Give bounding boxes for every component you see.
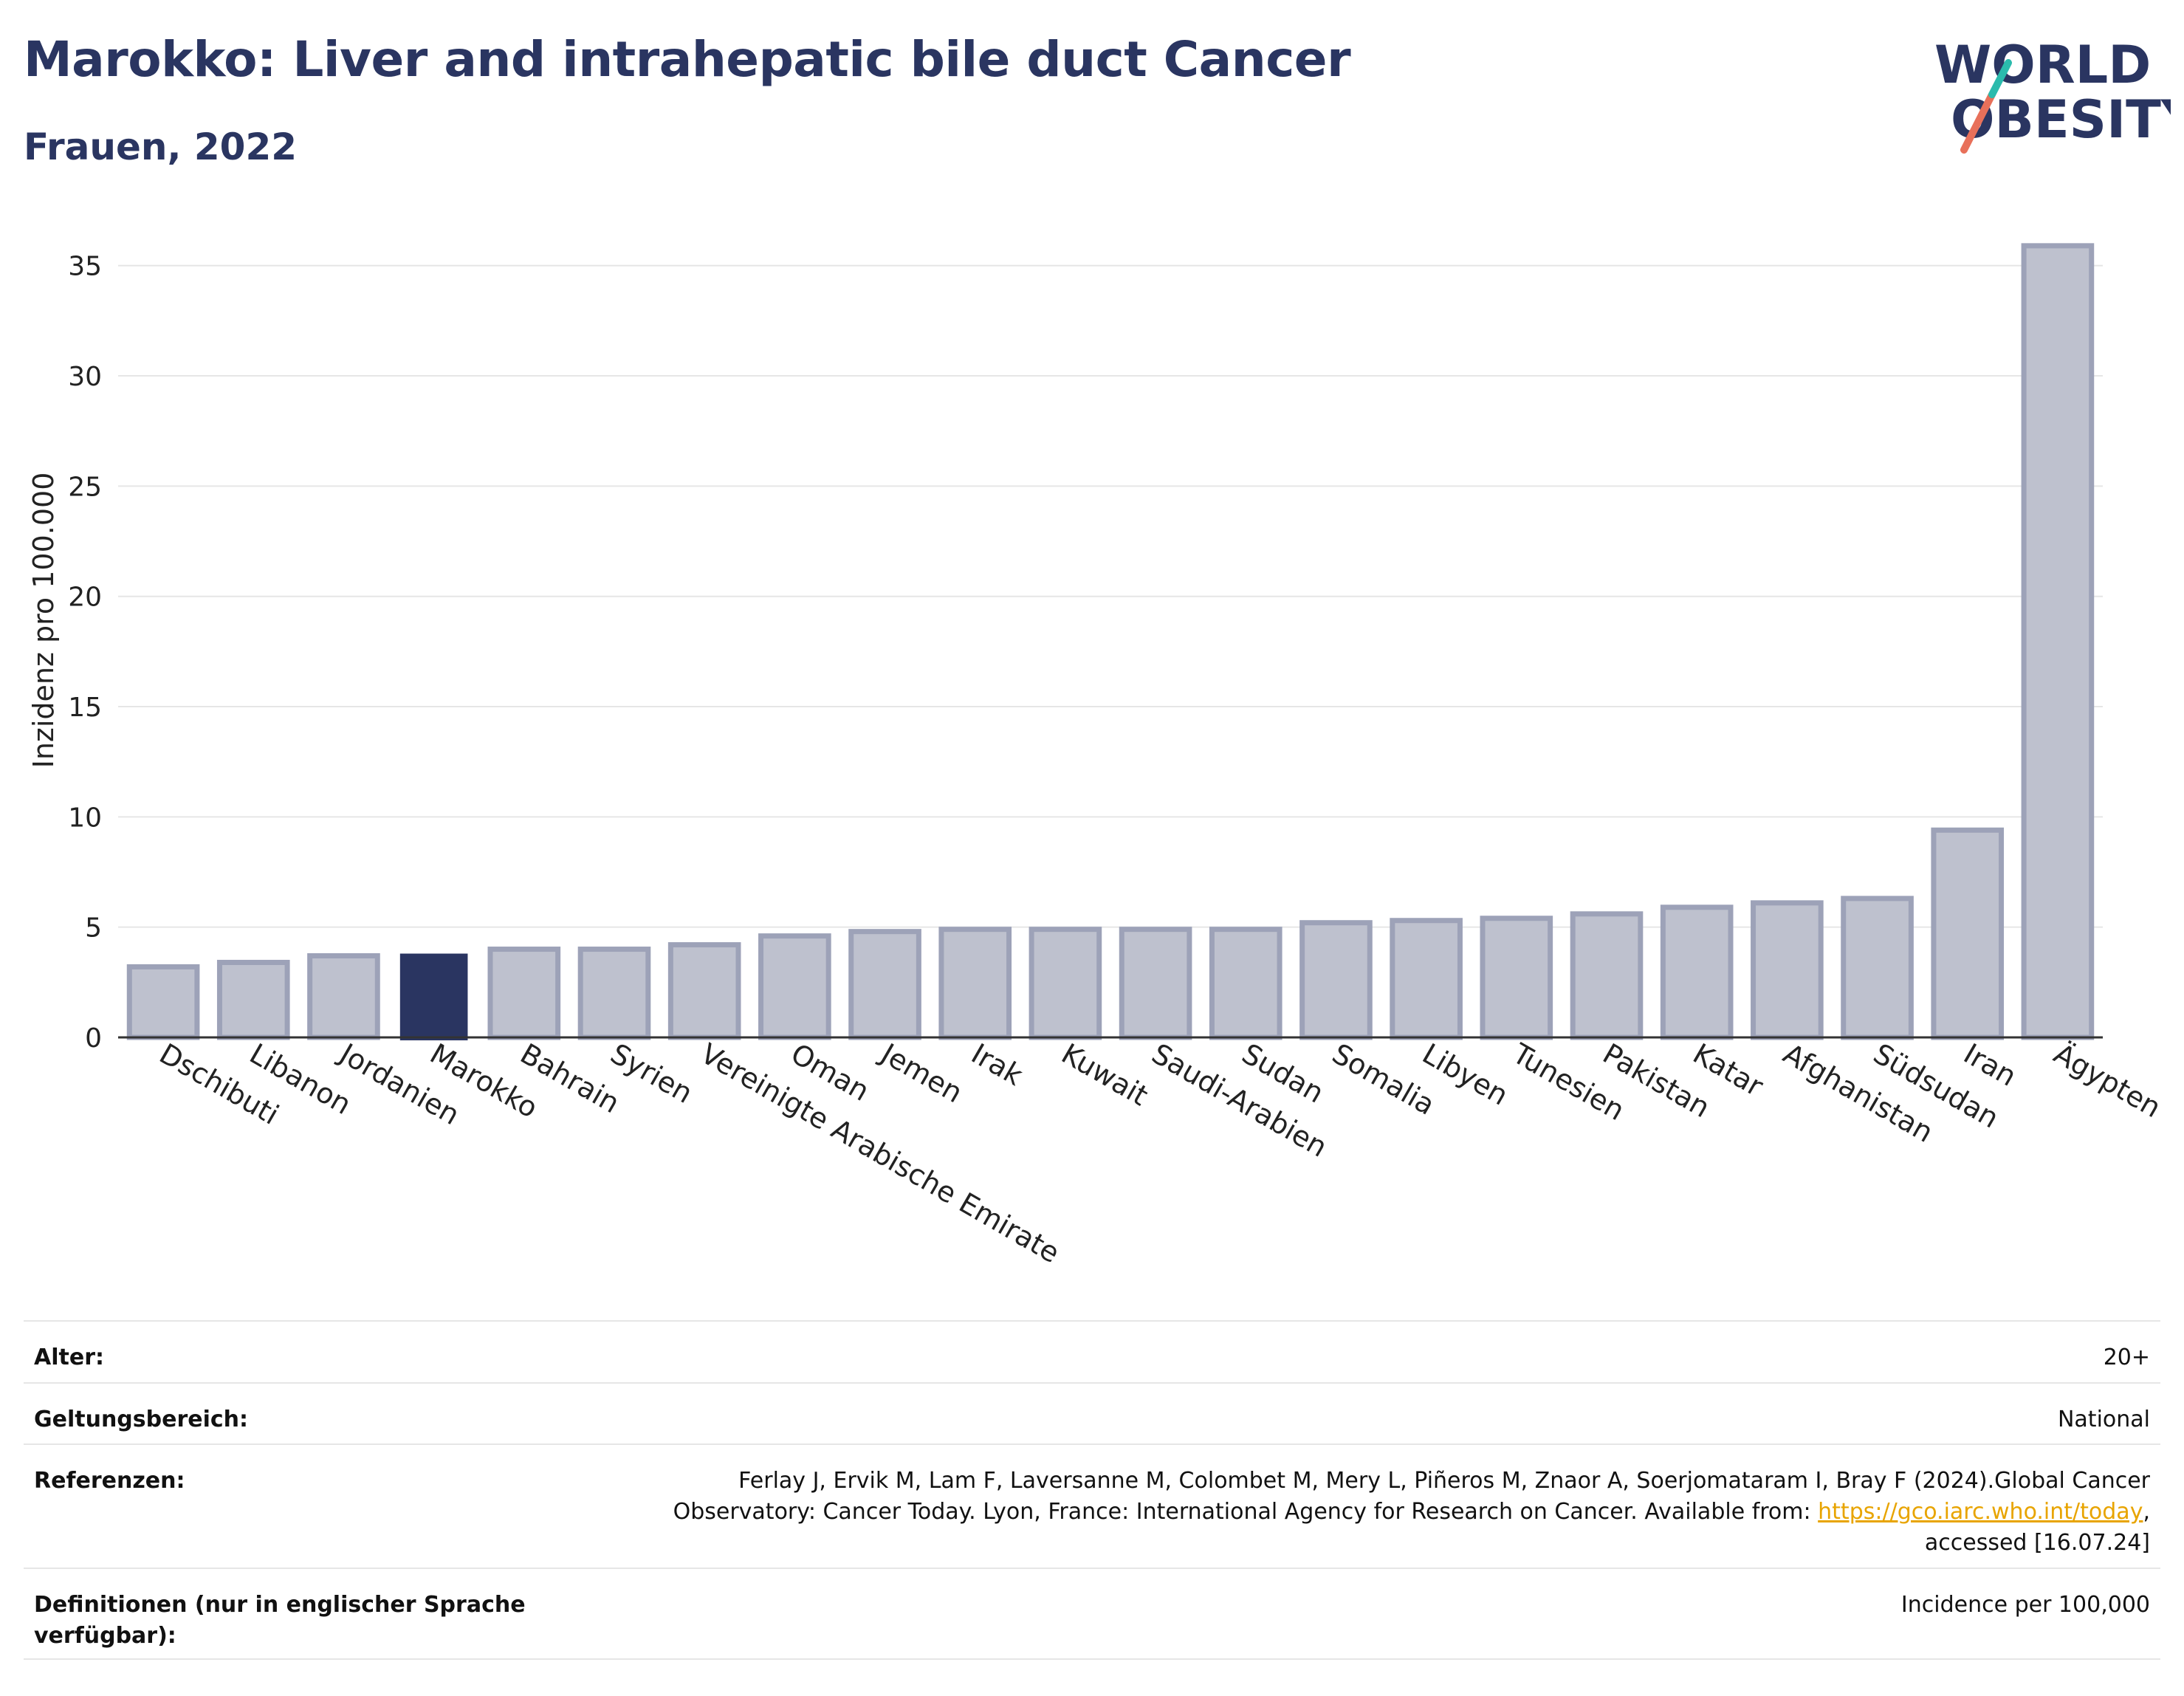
bar-syrien [577,947,651,1040]
bar-marokko [399,953,468,1040]
bar-katar [1660,904,1734,1040]
bar-somalia [1299,920,1373,1040]
bar-pakistan [1570,911,1644,1040]
y-tick-label: 25 [68,472,102,502]
reference-line-1: Ferlay J, Ervik M, Lam F, Laversanne M, … [738,1468,2150,1494]
y-axis-label: Inzidenz pro 100.000 [27,473,60,769]
meta-row-age: Alter: 20+ [24,1320,2160,1382]
metadata-table: Alter: 20+ Geltungsbereich: National Ref… [24,1320,2160,1660]
x-tick-label: Kuwait [1056,1037,1153,1113]
bar-südsudan [1841,896,1914,1040]
bar-chart: 0 5 10 15 20 25 30 35 DschibutiLibanonJordanien… [27,243,2167,1270]
bar-jordanien [307,953,380,1040]
reference-line-2-suffix: , [2143,1499,2150,1525]
bar-afghanistan [1751,900,1824,1040]
meta-row-references: Referenzen: Ferlay J, Ervik M, Lam F, La… [24,1443,2160,1568]
meta-label-age: Alter: [34,1345,104,1370]
x-tick-label: Jemen [874,1037,968,1110]
x-tick-labels: DschibutiLibanonJordanienMarokkoBahrainS… [154,1037,2167,1270]
x-tick-label: Irak [966,1037,1028,1092]
meta-row-scope: Geltungsbereich: National [24,1382,2160,1443]
reference-line-3: accessed [16.07.24] [1924,1530,2150,1556]
reference-link[interactable]: https://gco.iarc.who.int/today [1818,1499,2143,1525]
y-tick-labels: 0 5 10 15 20 25 30 35 [68,252,102,1054]
bar-kuwait [1029,927,1102,1040]
bar-vereinigte-arabische-emirate [667,942,741,1040]
meta-label-references: Referenzen: [34,1468,185,1494]
bar-tunesien [1480,916,1553,1040]
meta-label-definitions: Definitionen (nur in englischer Sprache … [34,1592,526,1649]
grid-lines [118,264,2103,928]
meta-value-references: Ferlay J, Ervik M, Lam F, Laversanne M, … [673,1466,2150,1559]
x-tick-label: Somalia [1327,1037,1440,1122]
bar-bahrain [487,947,561,1040]
meta-label-scope: Geltungsbereich: [34,1407,249,1432]
chart-subtitle: Frauen, 2022 [24,126,298,168]
meta-value-age: 20+ [2103,1345,2150,1370]
logo-text-world: WORLD [1934,35,2151,95]
x-tick-label: Ägypten [2048,1037,2166,1125]
bar-irak [938,927,1012,1040]
y-tick-label: 30 [68,362,102,392]
bar-iran [1931,827,2005,1040]
y-tick-label: 5 [85,913,102,944]
bar-ägypten [2021,243,2095,1040]
world-obesity-logo: WORLD OBESITY [1934,35,2171,154]
chart-title: Marokko: Liver and intrahepatic bile duc… [24,31,1351,88]
meta-value-definitions: Incidence per 100,000 [1900,1592,2150,1618]
y-tick-label: 35 [68,252,102,282]
logo-slash-red [1960,91,1996,154]
bar-libyen [1390,918,1463,1040]
bar-dschibuti [126,964,200,1040]
y-tick-label: 10 [68,803,102,833]
bar-oman [758,933,831,1040]
reference-line-2: Observatory: Cancer Today. Lyon, France:… [673,1497,2150,1528]
meta-value-scope: National [2057,1407,2150,1432]
bar-saudi-arabien [1119,927,1192,1040]
reference-line-2-prefix: Observatory: Cancer Today. Lyon, France:… [673,1499,1819,1525]
bar-jemen [848,929,921,1040]
meta-row-definitions: Definitionen (nur in englischer Sprache … [24,1568,2160,1660]
x-tick-label: Iran [1958,1037,2022,1093]
y-tick-label: 0 [85,1023,102,1054]
bar-sudan [1209,927,1282,1040]
bar-libanon [216,959,290,1040]
y-tick-label: 20 [68,583,102,613]
bars [126,243,2095,1040]
logo-slash-teal [1988,59,2012,98]
y-tick-label: 15 [68,693,102,723]
